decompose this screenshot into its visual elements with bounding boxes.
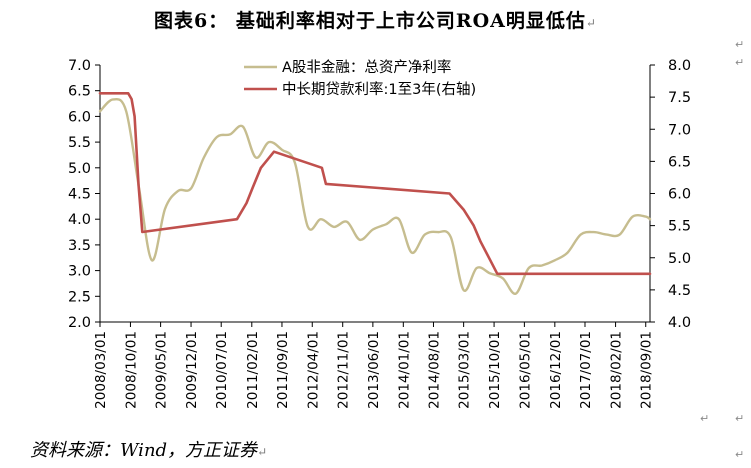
- paragraph-mark: ↵: [735, 412, 745, 425]
- line-chart: 2.0 2.5 3.0 3.5 4.0 4.5 5.0 5.5 6.0 6.5 7.0 4.0 4.5…: [68, 58, 691, 409]
- right-tick-label: 5.0: [668, 251, 691, 267]
- series-line-roa: [98, 97, 652, 295]
- x-tick-label: 2016/12/01: [548, 331, 564, 409]
- legend-label: A股非金融：总资产净利率: [282, 59, 451, 76]
- right-tick-label: 7.0: [668, 122, 691, 138]
- right-tick-label: 4.5: [668, 283, 691, 299]
- paragraph-mark: ↵: [735, 38, 745, 51]
- title-paragraph-mark: ↵: [585, 16, 597, 30]
- x-tick-label: 2015/10/01: [487, 331, 503, 409]
- right-tick-label: 4.0: [668, 315, 691, 331]
- left-tick-label: 7.0: [68, 58, 91, 74]
- x-tick-label: 2015/03/01: [457, 331, 473, 409]
- right-tick-label: 6.5: [668, 154, 691, 170]
- left-tick-label: 6.0: [68, 109, 91, 125]
- series-line-loan-rate: [98, 92, 652, 276]
- left-tick-label: 5.5: [68, 135, 91, 151]
- x-tick-label: 2010/07/01: [214, 331, 230, 409]
- left-tick-label: 5.0: [68, 161, 91, 177]
- x-tick-label: 2008/03/01: [93, 331, 109, 409]
- x-tick-label: 2009/12/01: [184, 331, 200, 409]
- x-tick-label: 2011/02/01: [245, 331, 261, 409]
- chart-title: 图表6： 基础利率相对于上市公司ROA明显低估↵: [0, 6, 751, 33]
- legend-label: 中长期贷款利率:1至3年(右轴): [282, 81, 476, 98]
- chart-title-text: 图表6： 基础利率相对于上市公司ROA明显低估: [154, 10, 586, 32]
- paragraph-mark: ↵: [735, 56, 745, 69]
- left-tick-label: 4.5: [68, 187, 91, 203]
- source-paragraph-mark: ↵: [257, 445, 268, 459]
- left-tick-label: 2.0: [68, 315, 91, 331]
- right-tick-label: 6.0: [668, 187, 691, 203]
- right-tick-label: 5.5: [668, 219, 691, 235]
- x-axis: 2008/03/01 2008/10/01 2009/05/01 2009/12/01…: [93, 321, 655, 409]
- source-note: 资料来源：Wind，方正证券↵: [30, 436, 267, 462]
- x-tick-label: 2014/08/01: [426, 331, 442, 409]
- x-tick-label: 2016/05/01: [517, 331, 533, 409]
- x-tick-label: 2012/04/01: [305, 331, 321, 409]
- left-y-axis: 2.0 2.5 3.0 3.5 4.0 4.5 5.0 5.5 6.0 6.5 7.0: [68, 58, 101, 331]
- x-tick-label: 2013/06/01: [366, 331, 382, 409]
- x-tick-label: 2011/09/01: [275, 331, 291, 409]
- left-tick-label: 3.0: [68, 264, 91, 280]
- x-tick-label: 2018/02/01: [609, 331, 625, 409]
- x-tick-label: 2014/01/01: [396, 331, 412, 409]
- x-tick-label: 2009/05/01: [154, 331, 170, 409]
- right-y-axis: 4.0 4.5 5.0 5.5 6.0 6.5 7.0 7.5 8.0: [649, 58, 691, 331]
- x-tick-label: 2018/09/01: [639, 331, 655, 409]
- left-tick-label: 6.5: [68, 84, 91, 100]
- right-tick-label: 7.5: [668, 90, 691, 106]
- series-layer: [98, 92, 652, 295]
- x-tick-label: 2008/10/01: [123, 331, 139, 409]
- right-tick-label: 8.0: [668, 58, 691, 74]
- left-tick-label: 2.5: [68, 289, 91, 305]
- paragraph-mark: ↵: [700, 412, 710, 425]
- paragraph-mark: ↵: [735, 448, 745, 461]
- left-tick-label: 4.0: [68, 212, 91, 228]
- x-tick-label: 2017/07/01: [578, 331, 594, 409]
- source-text: 资料来源：Wind，方正证券: [30, 440, 258, 461]
- x-tick-label: 2012/11/01: [336, 331, 352, 409]
- left-tick-label: 3.5: [68, 238, 91, 254]
